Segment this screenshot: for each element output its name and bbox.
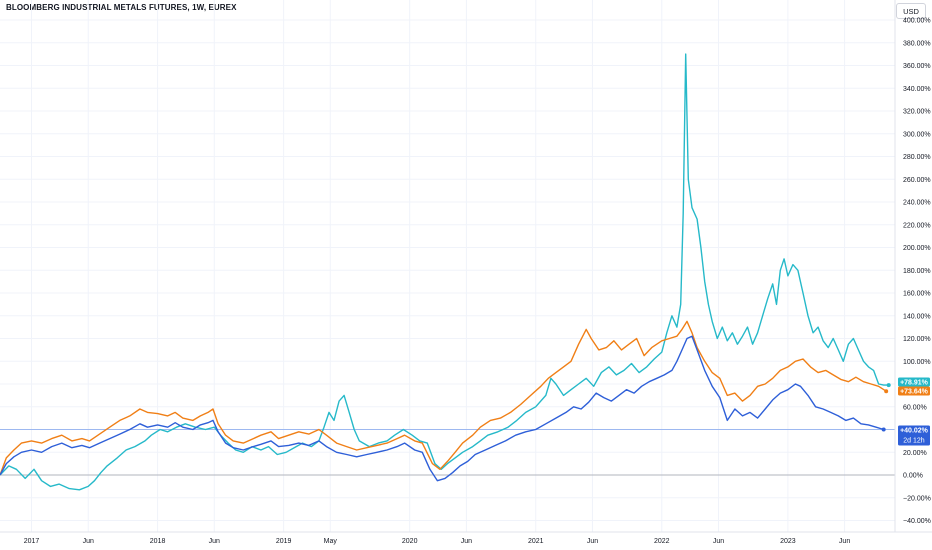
x-tick-label: May [324, 538, 338, 545]
last-value-label: +40.02% [900, 428, 929, 435]
y-tick-label: 60.00% [903, 404, 927, 411]
y-tick-label: 180.00% [903, 268, 931, 275]
series-line [0, 335, 884, 482]
y-tick-label: 160.00% [903, 291, 931, 298]
last-value-tag [898, 377, 930, 387]
x-tick-label: 2023 [780, 538, 796, 545]
y-tick-label: 360.00% [903, 63, 931, 70]
x-tick-label: Jun [713, 538, 724, 545]
y-tick-label: 320.00% [903, 109, 931, 116]
x-tick-label: 2017 [24, 538, 40, 545]
series-end-dot [881, 427, 886, 432]
last-value-tag [898, 386, 930, 396]
y-tick-label: 260.00% [903, 177, 931, 184]
x-tick-label: Jun [839, 538, 850, 545]
y-tick-label: 100.00% [903, 359, 931, 366]
series-line [0, 320, 887, 476]
last-value-tags: +78.91% +73.64% +40.02% 2d 12h [898, 377, 930, 446]
x-tick-label: Jun [209, 538, 220, 545]
last-value-label: +78.91% [900, 380, 929, 387]
x-tick-label: Jun [587, 538, 598, 545]
y-tick-label: 220.00% [903, 222, 931, 229]
gridlines [0, 0, 895, 532]
x-tick-label: 2021 [528, 538, 544, 545]
x-tick-label: 2020 [402, 538, 418, 545]
y-tick-label: 380.00% [903, 40, 931, 47]
y-tick-label: −20.00% [903, 495, 931, 502]
x-tick-label: Jun [83, 538, 94, 545]
time-axis[interactable]: 2017 Jun 2018 Jun 2019 May 2020 Jun 2021 Jun 2022 J… [24, 538, 851, 545]
y-tick-label: 200.00% [903, 245, 931, 252]
series-line [0, 53, 889, 491]
last-value-tag [898, 425, 930, 446]
chart-title: BLOOMBERG INDUSTRIAL METALS FUTURES, 1W,… [6, 3, 237, 12]
x-tick-label: 2022 [654, 538, 670, 545]
y-tick-label: 20.00% [903, 450, 927, 457]
series-end-dot [886, 383, 891, 388]
y-tick-label: 280.00% [903, 154, 931, 161]
x-tick-label: 2018 [150, 538, 166, 545]
x-tick-label: 2019 [276, 538, 292, 545]
y-tick-label: 0.00% [903, 473, 923, 480]
x-tick-label: Jun [461, 538, 472, 545]
y-tick-label: 240.00% [903, 200, 931, 207]
y-tick-label: −40.00% [903, 518, 931, 525]
y-tick-label: 140.00% [903, 313, 931, 320]
series-lines [0, 53, 891, 491]
countdown-label: 2d 12h [903, 438, 925, 445]
reference-lines [0, 428, 895, 476]
currency-selector[interactable]: USD [896, 3, 926, 19]
y-tick-label: 340.00% [903, 86, 931, 93]
y-tick-label: 400.00% [903, 18, 931, 25]
series-end-dot [884, 389, 889, 394]
last-value-label: +73.64% [900, 389, 929, 396]
price-axis[interactable]: −40.00%−20.00%0.00%20.00%40.00%60.00%80.… [903, 18, 931, 526]
y-tick-label: 300.00% [903, 131, 931, 138]
y-tick-label: 120.00% [903, 336, 931, 343]
